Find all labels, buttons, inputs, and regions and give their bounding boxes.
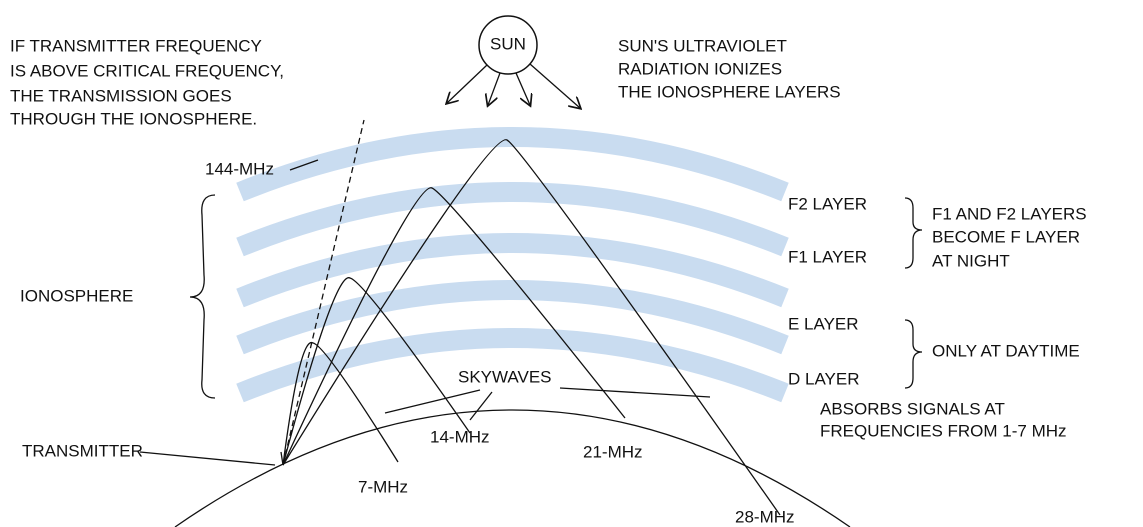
frequency-label: 21-MHz [583, 442, 643, 461]
note-line: THROUGH THE IONOSPHERE. [10, 109, 257, 128]
note-line: IS ABOVE CRITICAL FREQUENCY, [10, 61, 284, 80]
frequency-label: 28-MHz [735, 507, 795, 526]
frequency-label: 14-MHz [430, 427, 490, 446]
f-brace [905, 198, 922, 268]
note-line: THE IONOSPHERE LAYERS [618, 82, 841, 101]
layer-label: F1 LAYER [788, 247, 867, 266]
ray-21 [283, 188, 625, 465]
frequency-label: 7-MHz [358, 477, 408, 496]
sun-label: SUN [490, 34, 526, 53]
skywaves-label: SKYWAVES [458, 367, 552, 386]
ionosphere-brace [190, 195, 215, 398]
note-line: AT NIGHT [932, 251, 1010, 270]
note-line: ABSORBS SIGNALS AT [820, 399, 1005, 418]
ionosphere-diagram: SUN IONOSPHERE IF TRANSMITTER FREQUENCY … [0, 0, 1143, 527]
note-line: BECOME F LAYER [932, 227, 1080, 246]
layer-label: F2 LAYER [788, 194, 867, 213]
note-line: FREQUENCIES FROM 1-7 MHz [820, 421, 1067, 440]
ionosphere-bands [240, 137, 785, 393]
skywaves-leaders [385, 388, 710, 420]
note-line: SUN'S ULTRAVIOLET [618, 36, 787, 55]
transmitter-label: TRANSMITTER [22, 441, 143, 460]
ionosphere-label: IONOSPHERE [20, 286, 133, 305]
note-line: THE TRANSMISSION GOES [10, 86, 232, 105]
daytime-note: ONLY AT DAYTIME [932, 341, 1080, 360]
frequency-label: 144-MHz [205, 159, 274, 178]
sun-note: SUN'S ULTRAVIOLET RADIATION IONIZES THE … [618, 36, 841, 101]
leader [140, 452, 275, 465]
layer-label: D LAYER [788, 369, 860, 388]
note-line: RADIATION IONIZES [618, 59, 782, 78]
transmitter-antenna [281, 452, 283, 465]
note-line: F1 AND F2 LAYERS [932, 204, 1087, 223]
d-e-brace [905, 320, 922, 388]
layer-label: E LAYER [788, 314, 859, 333]
above-critical-note: IF TRANSMITTER FREQUENCY IS ABOVE CRITIC… [10, 36, 284, 128]
note-line: IF TRANSMITTER FREQUENCY [10, 36, 262, 55]
